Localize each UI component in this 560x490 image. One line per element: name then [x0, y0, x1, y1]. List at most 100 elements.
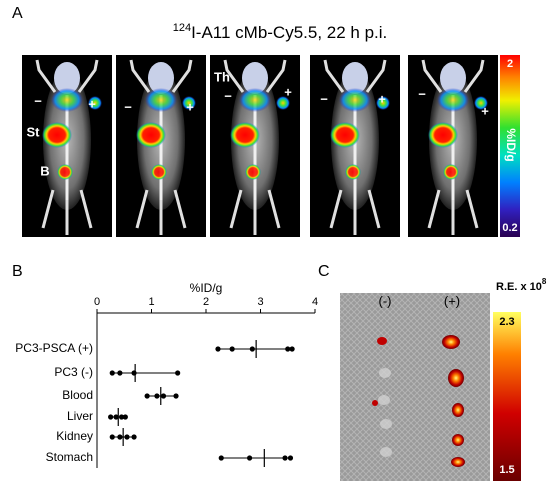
data-point	[113, 414, 119, 420]
mouse-head	[54, 62, 80, 94]
tissue-pos	[451, 457, 465, 467]
data-point	[229, 346, 235, 352]
category-label: Liver	[67, 409, 93, 423]
image-label: +	[481, 103, 489, 118]
title-superscript: 124	[173, 22, 191, 34]
mouse-arms	[35, 59, 99, 93]
uptake-stomach	[136, 122, 166, 148]
uptake-tumor	[276, 96, 290, 110]
data-point	[124, 434, 130, 440]
colorbar-title: R.E. x 108	[496, 277, 547, 293]
image-label: −	[34, 93, 42, 108]
x-tick-label: 3	[257, 296, 263, 308]
uptake-bladder	[151, 164, 167, 180]
mouse-arms	[223, 59, 287, 93]
column-label: (+)	[444, 293, 460, 308]
colorbar-max: 2.3	[499, 316, 514, 328]
image-label: B	[40, 163, 49, 178]
uptake-thorax	[339, 88, 371, 112]
data-point	[285, 346, 291, 352]
uptake-stomach	[230, 122, 260, 148]
category-label: PC3 (-)	[54, 365, 93, 379]
data-point	[160, 393, 167, 399]
mouse-head	[440, 62, 466, 94]
x-tick-label: 2	[203, 296, 209, 308]
colorbar-min: 0.2	[502, 222, 517, 234]
data-point	[118, 414, 125, 420]
data-point	[282, 455, 288, 461]
data-point	[218, 455, 224, 461]
data-point	[175, 370, 181, 376]
data-point	[131, 434, 137, 440]
tissue-neg	[377, 337, 387, 345]
uptake-stomach	[330, 122, 360, 148]
x-tick-label: 1	[148, 296, 154, 308]
panel-label: B	[12, 263, 23, 280]
image-label: Th	[214, 69, 230, 84]
image-label: −	[320, 91, 328, 106]
image-label: +	[88, 96, 96, 111]
data-point	[247, 455, 253, 461]
data-point	[249, 346, 255, 352]
data-point	[287, 455, 294, 461]
colorbar-max: 2	[507, 58, 513, 70]
mouse-head	[148, 62, 174, 94]
data-point	[144, 393, 150, 399]
colorbar	[493, 312, 521, 481]
category-label: Stomach	[46, 450, 93, 464]
mouse-legs	[427, 189, 479, 235]
tissue-pos	[448, 369, 464, 387]
mouse-legs	[329, 189, 381, 235]
colorbar	[500, 55, 520, 237]
image-label: −	[224, 88, 232, 103]
tissue-neg	[372, 400, 378, 406]
data-point	[109, 434, 115, 440]
mouse-legs	[229, 189, 281, 235]
category-label: Kidney	[56, 429, 93, 443]
image-label: −	[418, 86, 426, 101]
mouse-head	[242, 62, 268, 94]
colorbar-title-text: R.E. x 10	[496, 281, 542, 293]
uptake-thorax	[239, 88, 271, 112]
data-point	[109, 370, 115, 376]
mouse-legs	[135, 189, 187, 235]
data-point	[117, 370, 123, 376]
image-label: +	[378, 91, 386, 106]
data-point	[122, 414, 128, 420]
data-point	[108, 414, 114, 420]
mouse-arms	[421, 59, 485, 93]
data-point	[131, 370, 137, 376]
uptake-bladder	[57, 164, 73, 180]
tissue-pos	[452, 434, 464, 446]
x-tick-label: 4	[312, 296, 318, 308]
pet-images: − + St B − + Th − + − + − +	[22, 55, 498, 237]
colorbar-unit: %ID/g	[504, 128, 518, 161]
panel-title: 124I-A11 cMb-Cy5.5, 22 h p.i.	[173, 22, 388, 43]
tissue-pos	[452, 403, 464, 417]
x-tick-label: 0	[94, 296, 100, 308]
uptake-bladder	[245, 164, 261, 180]
data-point	[289, 346, 295, 352]
mouse-arms	[323, 59, 387, 93]
data-point	[173, 393, 179, 399]
panel-label: A	[12, 5, 23, 22]
mouse-arms	[129, 59, 193, 93]
uptake-stomach	[428, 122, 458, 148]
image-label: +	[186, 99, 194, 114]
uptake-tumor	[182, 96, 196, 110]
tissue-neg	[380, 419, 392, 429]
dot-plot: 0 1 2 3 4 PC3-PSCA (+) PC3 (-) Blood Liver Kidney…	[15, 296, 318, 468]
tissue-neg	[380, 447, 392, 457]
uptake-stomach	[42, 122, 72, 148]
data-point	[154, 393, 160, 399]
tissue-pos	[442, 335, 460, 349]
uptake-tumor	[88, 96, 102, 110]
panel-label: C	[318, 263, 330, 280]
uptake-thorax	[51, 88, 83, 112]
uptake-thorax	[145, 88, 177, 112]
colorbar-superscript: 8	[542, 277, 547, 286]
title-text: I-A11 cMb-Cy5.5, 22 h p.i.	[191, 23, 387, 42]
tissue-neg	[378, 395, 390, 405]
image-label: St	[27, 124, 41, 139]
